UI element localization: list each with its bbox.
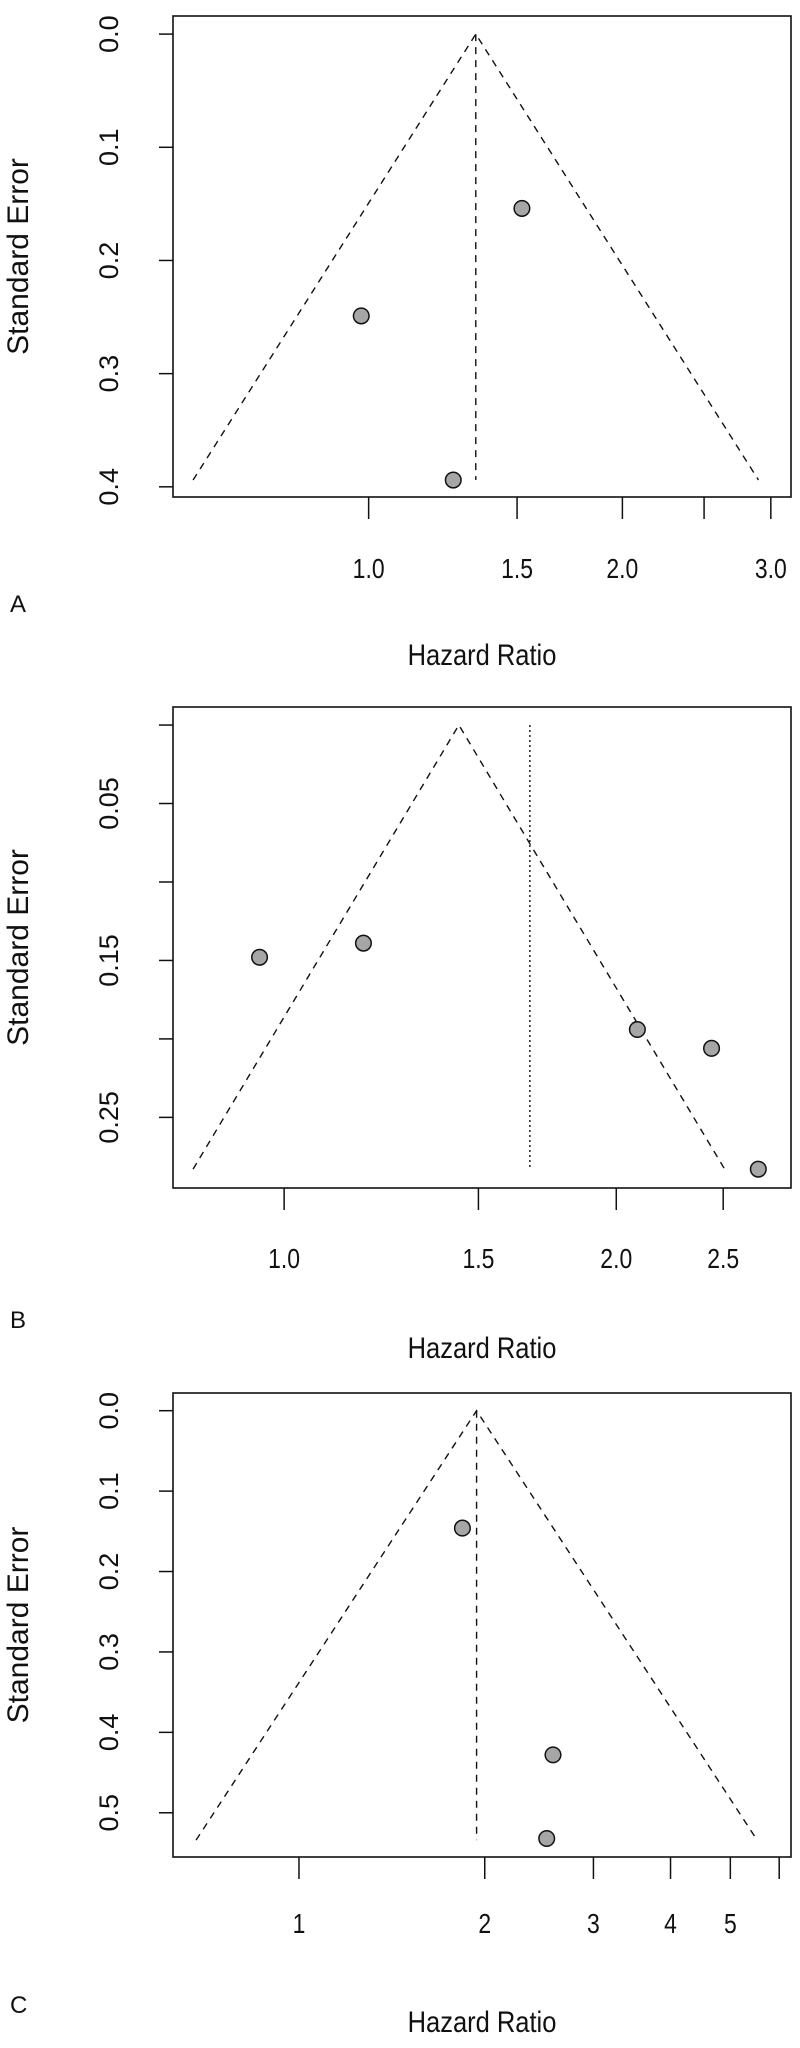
- funnel-plot-b: 0.05 0.15 0.25 1.0 1.5 2.0 2.5 Standard Error Ha…: [2, 706, 792, 1364]
- y-tick-label: 0.3: [94, 355, 124, 393]
- x-tick-label: 2: [478, 1909, 491, 1940]
- y-tick-label: 0.0: [94, 15, 124, 53]
- study-point: [703, 1039, 721, 1057]
- panel-label: A: [10, 591, 26, 618]
- y-tick-label: 0.25: [94, 1091, 124, 1144]
- study-point: [444, 471, 462, 489]
- funnel-boundary: [192, 32, 760, 481]
- x-tick-label: 4: [664, 1909, 677, 1940]
- x-tick-label: 1.5: [462, 1244, 494, 1275]
- y-axis-title: Standard Error: [2, 158, 35, 355]
- x-tick-label: 1.0: [353, 554, 385, 585]
- y-tick-label: 0.4: [94, 468, 124, 506]
- y-tick-label: 0.3: [94, 1633, 124, 1671]
- plot-frame: [172, 1392, 792, 1858]
- study-point: [251, 948, 269, 966]
- x-tick-label: 2.5: [707, 1244, 739, 1275]
- y-tick-label: 0.2: [94, 242, 124, 280]
- y-tick-label: 0.15: [94, 934, 124, 987]
- x-tick-label: 3: [587, 1909, 600, 1940]
- x-axis-title: Hazard Ratio: [408, 1331, 557, 1364]
- study-point: [628, 1020, 646, 1039]
- study-point: [544, 1746, 562, 1764]
- y-tick-label: 0.2: [94, 1553, 124, 1591]
- y-axis-title: Standard Error: [2, 849, 35, 1046]
- x-tick-label: 1.5: [501, 554, 533, 585]
- funnel-boundary: [192, 723, 726, 1170]
- panel-label: B: [10, 1307, 26, 1334]
- y-tick-label: 0.1: [94, 1472, 124, 1510]
- study-point: [749, 1160, 767, 1178]
- study-point: [354, 934, 372, 952]
- plot-frame: [172, 706, 792, 1189]
- x-axis-title: Hazard Ratio: [408, 638, 557, 671]
- x-tick-label: 1.0: [268, 1244, 300, 1275]
- x-axis-title: Hazard Ratio: [408, 2005, 557, 2038]
- y-axis-title: Standard Error: [2, 1527, 35, 1724]
- y-tick-label: 0.0: [94, 1392, 124, 1430]
- y-tick-label: 0.05: [94, 777, 124, 830]
- study-point: [453, 1519, 471, 1537]
- x-tick-label: 2.0: [606, 554, 638, 585]
- x-tick-label: 1: [293, 1909, 306, 1940]
- study-point: [352, 307, 370, 325]
- y-tick-label: 0.1: [94, 129, 124, 167]
- y-tick-label: 0.5: [94, 1794, 124, 1832]
- study-point: [538, 1829, 556, 1848]
- y-tick-label: 0.4: [94, 1714, 124, 1752]
- study-point: [513, 199, 531, 217]
- panel-label: C: [10, 1992, 27, 2019]
- funnel-plot-a: 0.0 0.1 0.2 0.3 0.4 1.0 1.5 2.0 3.0 Standard Erro…: [2, 15, 792, 671]
- funnel-plot-c: 0.0 0.1 0.2 0.3 0.4 0.5 1 2 3 4 5 Standard Error Haz…: [2, 1392, 792, 2038]
- x-tick-label: 3.0: [755, 554, 787, 585]
- x-tick-label: 5: [724, 1909, 737, 1940]
- plot-frame: [172, 15, 792, 498]
- x-tick-label: 2.0: [600, 1244, 632, 1275]
